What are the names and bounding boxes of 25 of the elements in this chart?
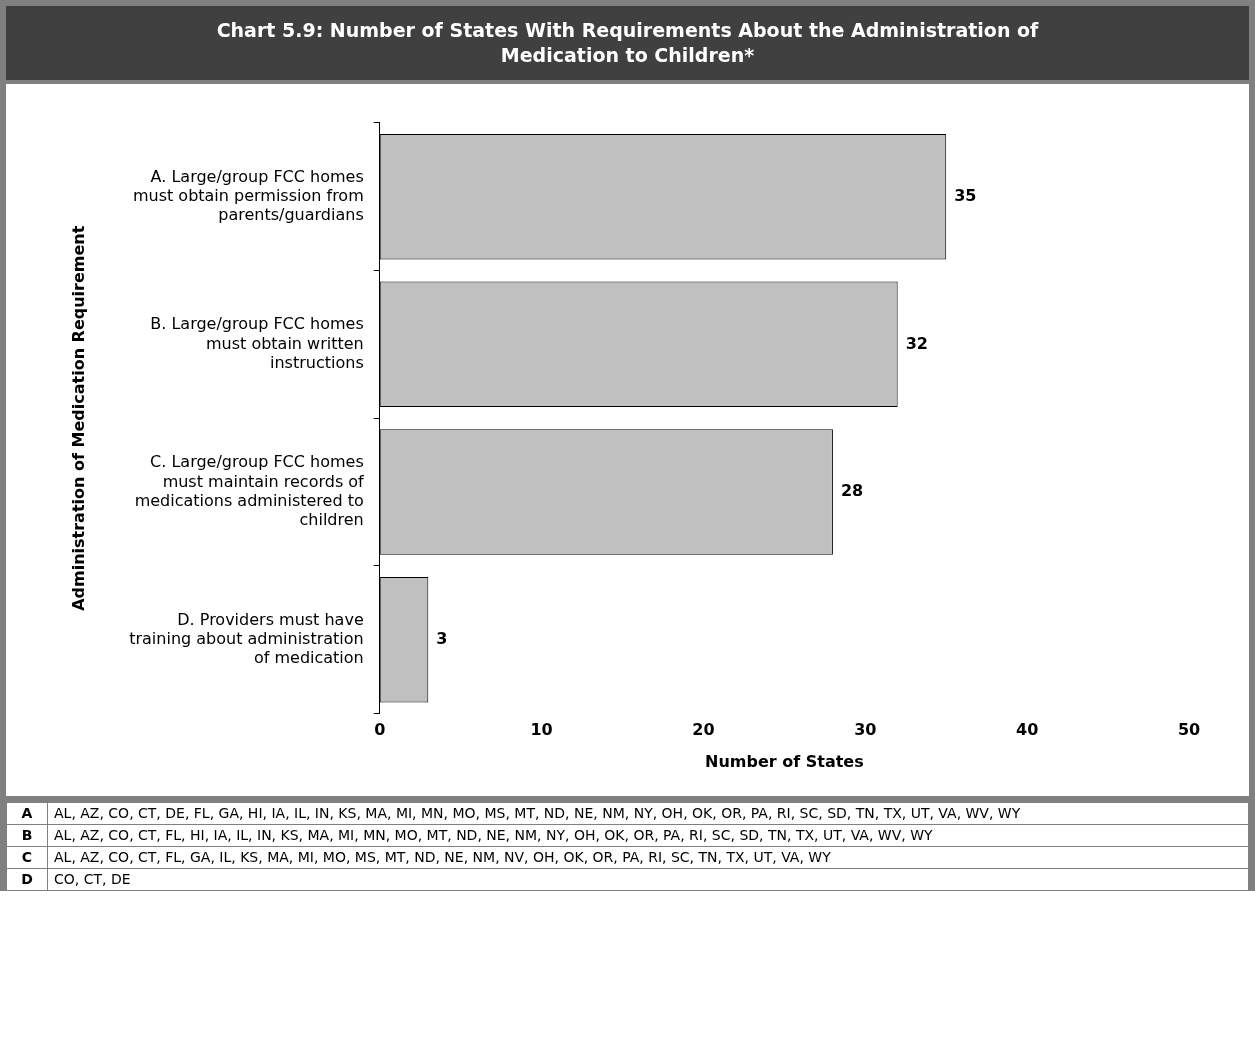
data-label: 35	[954, 185, 977, 205]
y-tick-label: B. Large/group FCC homes must obtain written instructions	[150, 314, 364, 372]
text: AL, AZ, CO, CT, FL, GA, IL, KS, MA, MI, MO, MS, MT, ND, NE, NM, NV, OH, OK, OR, PA, RI, SC, TN, TX, UT, VA, WY	[47, 846, 1249, 869]
text: B	[6, 824, 48, 847]
y-axis-title: Administration of Medication Requirement	[68, 225, 88, 611]
y-tick-label: D. Providers must have training about administration of medication	[129, 609, 364, 668]
x-tick-label: 10	[530, 720, 553, 740]
data-label: 28	[840, 481, 864, 501]
chart-title: Chart 5.9: Number of States With Requirements About the Administration of Medication to Children*	[6, 6, 1249, 84]
data-label: 32	[905, 333, 928, 353]
x-tick-label: 0	[374, 720, 386, 740]
text: A	[6, 802, 48, 825]
x-tick-label: 30	[854, 720, 877, 740]
data-label: 3	[436, 628, 448, 648]
text: D	[6, 868, 48, 891]
x-axis-title: Number of States	[705, 751, 864, 771]
x-tick-label: 50	[1177, 720, 1201, 740]
text: AL, AZ, CO, CT, FL, HI, IA, IL, IN, KS, MA, MI, MN, MO, MT, ND, NE, NM, NY, OH, OK, OR, PA, RI, SC, SD, TN, TX, UT, VA, WV, WY	[47, 824, 1249, 847]
y-tick-label: A. Large/group FCC homes must obtain permission from parents/guardians	[132, 166, 364, 225]
x-tick-label: 20	[692, 720, 715, 740]
x-tick-label: 40	[1016, 720, 1039, 740]
text: CO, CT, DE	[47, 868, 1249, 891]
y-tick-label: C. Large/group FCC homes must maintain records of medications administered to children	[134, 452, 365, 530]
text: C	[6, 846, 48, 869]
text: AL, AZ, CO, CT, DE, FL, GA, HI, IA, IL, IN, KS, MA, MI, MN, MO, MS, MT, ND, NE, NM, NY, OH, OK, OR, PA, RI, SC, SD, TN, TX, UT, VA, WV, WY	[47, 802, 1249, 825]
